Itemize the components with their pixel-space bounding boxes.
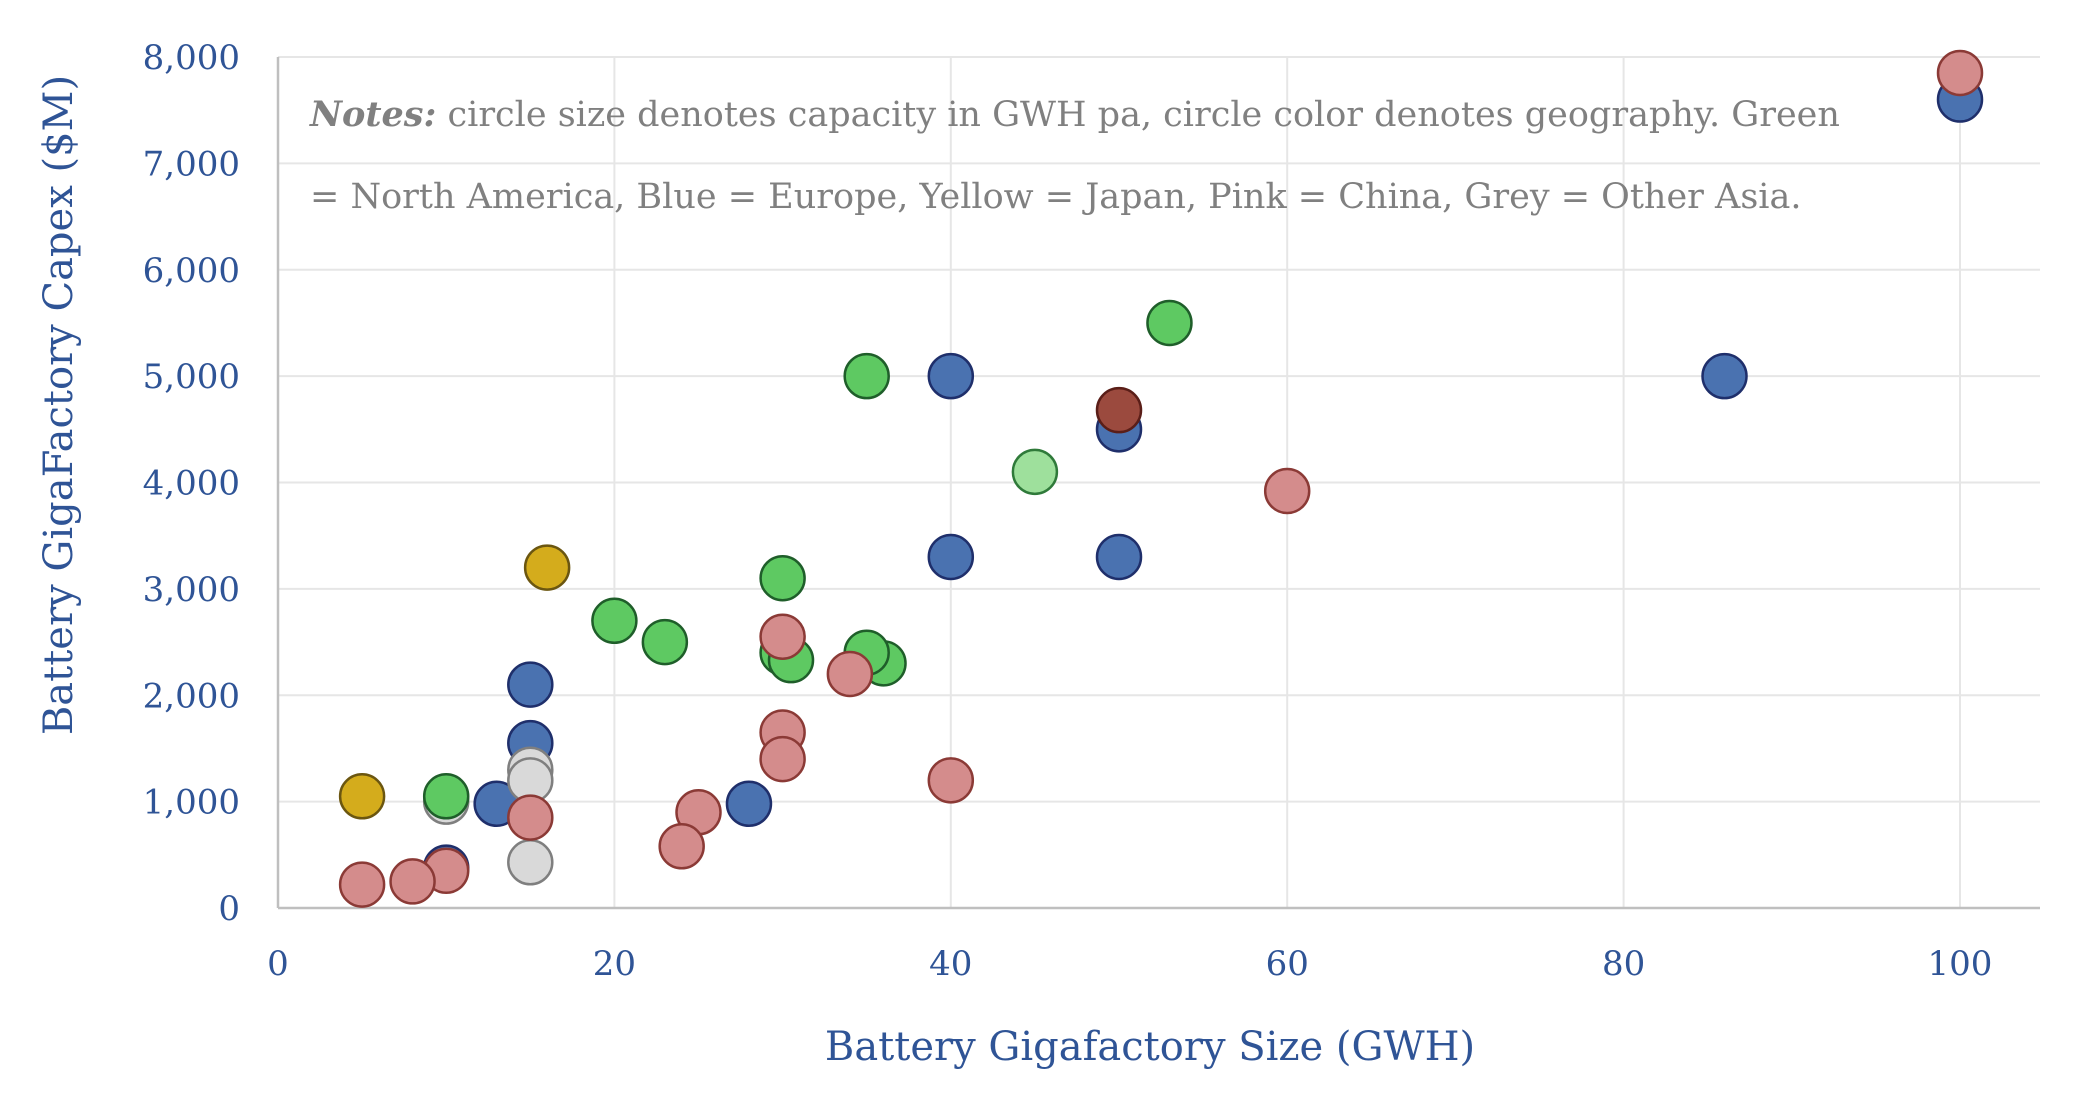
- scatter-point-pink: [826, 650, 874, 698]
- notes-line-2: = North America, Blue = Europe, Yellow =…: [310, 177, 1801, 217]
- y-axis-title: Battery GigaFactory Capex ($M): [36, 75, 82, 735]
- scatter-point-pink: [759, 613, 806, 660]
- scatter-point-green: [641, 618, 689, 666]
- y-tick-label: 0: [218, 889, 240, 929]
- scatter-point-green: [843, 352, 890, 400]
- y-tick-label: 7,000: [143, 144, 240, 184]
- y-tick-label: 1,000: [143, 783, 240, 823]
- scatter-point-green: [759, 554, 806, 602]
- y-tick-label: 6,000: [143, 251, 240, 291]
- x-tick-label: 80: [1602, 944, 1645, 984]
- scatter-point-pink: [1263, 467, 1311, 515]
- scatter-point-pink: [338, 861, 386, 908]
- scatter-point-blue: [927, 533, 975, 581]
- x-tick-label: 40: [929, 944, 972, 984]
- data-points: [338, 49, 1984, 908]
- scatter-point-yellow: [338, 773, 386, 820]
- x-axis-title: Battery Gigafactory Size (GWH): [825, 1024, 1475, 1070]
- scatter-point-blue: [725, 780, 773, 828]
- y-tick-label: 2,000: [143, 676, 240, 716]
- scatter-point-pink: [658, 823, 705, 870]
- x-tick-label: 0: [267, 944, 289, 984]
- y-tick-label: 5,000: [143, 357, 240, 397]
- scatter-point-blue: [1701, 352, 1748, 400]
- x-tick-labels: 0 20 40 60 80 100: [267, 944, 1992, 984]
- y-tick-label: 8,000: [143, 38, 240, 78]
- y-tick-label: 3,000: [143, 570, 240, 610]
- axes: [276, 57, 2040, 910]
- x-tick-label: 20: [593, 944, 636, 984]
- scatter-point-yellow: [523, 544, 571, 591]
- x-tick-label: 100: [1928, 944, 1993, 984]
- scatter-point-blue: [927, 352, 975, 400]
- scatter-point-green: [591, 597, 638, 645]
- scatter-point-grey: [507, 839, 554, 886]
- scatter-point-blue: [507, 661, 554, 708]
- scatter-point-pink: [759, 735, 806, 783]
- scatter-point-blue: [1095, 533, 1143, 581]
- scatter-point-pink: [507, 794, 554, 841]
- scatter-point-green: [1146, 299, 1193, 347]
- y-tick-label: 4,000: [143, 464, 240, 504]
- gridlines: [278, 56, 2040, 908]
- scatter-point-lightgreen: [1011, 448, 1059, 496]
- y-tick-labels: 0 1,000 2,000 3,000 4,000 5,000 6,000 7,000 8,00…: [143, 38, 240, 929]
- x-tick-label: 60: [1266, 944, 1309, 984]
- scatter-point-green: [422, 773, 470, 820]
- scatter-point-pink: [1936, 49, 1984, 97]
- notes-line-1: Notes: circle size denotes capacity in G…: [309, 94, 1840, 135]
- scatter-point-brown: [1095, 386, 1143, 434]
- scatter-point-pink: [927, 757, 975, 804]
- notes-line-1-text: circle size denotes capacity in GWH pa, …: [436, 95, 1840, 135]
- scatter-point-pink: [389, 858, 436, 905]
- notes-label: Notes:: [309, 94, 436, 135]
